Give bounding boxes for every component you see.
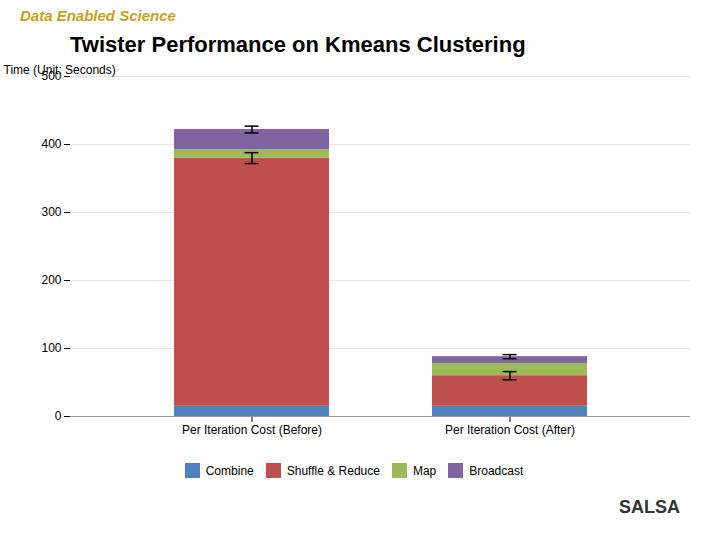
svg-text:300: 300 xyxy=(41,205,61,219)
html-text:Broadcast: Broadcast xyxy=(469,463,524,478)
svg-text:100: 100 xyxy=(41,341,61,355)
html-text:Twister Performance on Kmeans: Twister Performance on Kmeans Clustering xyxy=(70,32,526,57)
svg-text:200: 200 xyxy=(41,273,61,287)
svg-text:Time (Unit: Seconds): Time (Unit: Seconds) xyxy=(4,63,116,77)
svg-text:Per Iteration Cost (After): Per Iteration Cost (After) xyxy=(445,423,575,437)
svg-text:400: 400 xyxy=(41,137,61,151)
html-text:SALSA: SALSA xyxy=(619,497,680,517)
html-text:Shuffle & Reduce: Shuffle & Reduce xyxy=(286,463,380,478)
html-text:Map: Map xyxy=(412,463,437,478)
html-text:Combine: Combine xyxy=(205,463,254,478)
html-text:Data Enabled Science: Data Enabled Science xyxy=(20,6,176,24)
svg-text:0: 0 xyxy=(55,409,62,423)
svg-text:Per Iteration Cost (Before): Per Iteration Cost (Before) xyxy=(182,423,322,437)
